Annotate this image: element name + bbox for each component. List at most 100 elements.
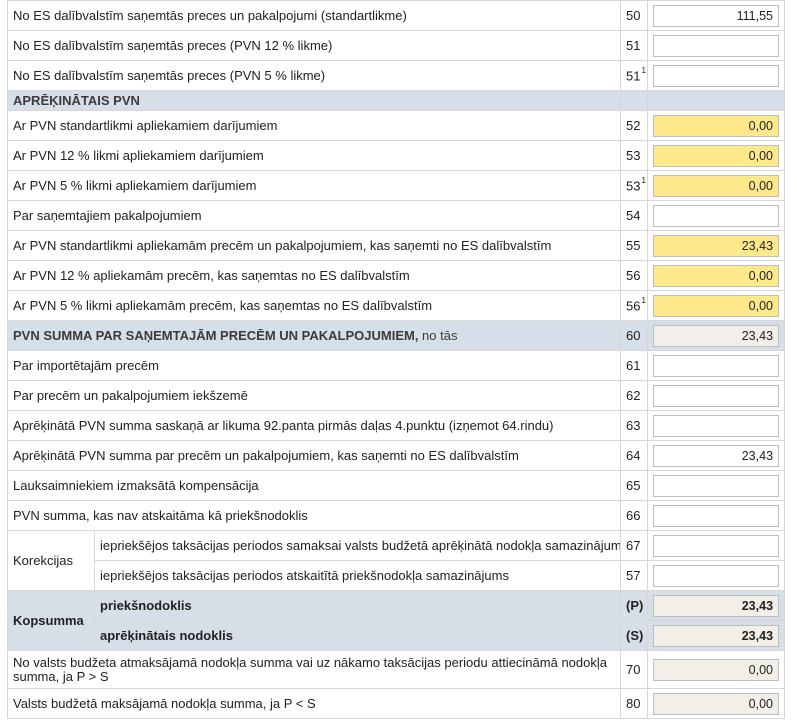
row-label: No valsts budžeta atmaksājamā nodokļa su…	[6, 650, 622, 689]
value-field-80: 0,00	[653, 692, 780, 715]
row-label: Lauksaimniekiem izmaksātā kompensācija	[6, 470, 622, 501]
table-row: Par saņemtajiem pakalpojumiem 54	[6, 200, 786, 231]
section-title-rest: no tās	[418, 328, 458, 343]
value-field-s: 23,43	[653, 624, 780, 647]
section-header-vat-sum-received: PVN SUMMA PAR SAŅEMTAJĀM PRECĒM UN PAKAL…	[6, 320, 786, 351]
value-field-61[interactable]	[653, 354, 780, 377]
value-field-66[interactable]	[653, 504, 780, 527]
row-code: 56	[620, 260, 649, 291]
korekcijas-label: Korekcijas	[7, 530, 95, 591]
table-row: No ES dalībvalstīm saņemtās preces (PVN …	[6, 60, 786, 91]
table-row: No ES dalībvalstīm saņemtās preces un pa…	[6, 0, 786, 31]
row-label: Aprēķinātā PVN summa saskaņā ar likuma 9…	[6, 410, 622, 441]
section-title-bold: PVN SUMMA PAR SAŅEMTAJĀM PRECĒM UN PAKAL…	[13, 328, 419, 343]
table-row: Ar PVN 12 % apliekamām precēm, kas saņem…	[6, 260, 786, 291]
table-row: Ar PVN 5 % likmi apliekamiem darījumiem …	[6, 170, 786, 201]
row-label: Ar PVN 12 % apliekamām precēm, kas saņem…	[6, 260, 622, 291]
row-code: 51	[620, 30, 649, 61]
row-label: Ar PVN 5 % likmi apliekamiem darījumiem	[6, 170, 622, 201]
row-code: 52	[620, 110, 649, 141]
value-field-67[interactable]	[653, 534, 780, 557]
row-code: 511	[620, 60, 649, 91]
vat-declaration-table: No ES dalībvalstīm saņemtās preces un pa…	[6, 0, 786, 719]
row-label: priekšnodoklis	[93, 590, 622, 621]
table-row: Ar PVN 12 % likmi apliekamiem darījumiem…	[6, 140, 786, 171]
value-field-70: 0,00	[653, 658, 780, 681]
row-code: 54	[620, 200, 649, 231]
row-code: 531	[620, 170, 649, 201]
section-title: APRĒĶINĀTAIS PVN	[6, 90, 622, 111]
row-label: Par saņemtajiem pakalpojumiem	[6, 200, 622, 231]
row-label: PVN summa, kas nav atskaitāma kā priekšn…	[6, 500, 622, 531]
kopsumma-label: Kopsumma	[7, 590, 95, 651]
table-row: PVN summa, kas nav atskaitāma kā priekšn…	[6, 500, 786, 531]
row-code: 62	[620, 380, 649, 411]
value-field-63[interactable]	[653, 414, 780, 437]
value-field-55[interactable]: 23,43	[653, 234, 780, 257]
row-code: 55	[620, 230, 649, 261]
value-field-50[interactable]: 111,55	[653, 4, 780, 27]
value-field-54[interactable]	[653, 204, 780, 227]
row-code: 67	[620, 530, 649, 561]
value-field-51[interactable]	[653, 34, 780, 57]
row-code: (P)	[620, 590, 649, 621]
row-code: 66	[620, 500, 649, 531]
row-label: iepriekšējos taksācijas periodos samaksa…	[93, 530, 622, 561]
value-field-53[interactable]: 0,00	[653, 144, 780, 167]
row-label: aprēķinātais nodoklis	[93, 620, 622, 651]
row-label: Ar PVN 12 % likmi apliekamiem darījumiem	[6, 140, 622, 171]
value-field-51-1[interactable]	[653, 64, 780, 87]
table-row: Ar PVN standartlikmi apliekamām precēm u…	[6, 230, 786, 261]
value-field-57[interactable]	[653, 564, 780, 587]
row-code: 561	[620, 290, 649, 321]
row-label: Ar PVN standartlikmi apliekamām precēm u…	[6, 230, 622, 261]
row-label: No ES dalībvalstīm saņemtās preces un pa…	[6, 0, 622, 31]
row-label: Valsts budžetā maksājamā nodokļa summa, …	[6, 688, 622, 719]
table-row: Ar PVN 5 % likmi apliekamām precēm, kas …	[6, 290, 786, 321]
row-code: 80	[620, 688, 649, 719]
row-code: 63	[620, 410, 649, 441]
value-field-56-1[interactable]: 0,00	[653, 294, 780, 317]
value-field-62[interactable]	[653, 384, 780, 407]
table-row: Aprēķinātā PVN summa par precēm un pakal…	[6, 440, 786, 471]
row-label: Par precēm un pakalpojumiem iekšzemē	[6, 380, 622, 411]
section-header-calculated-vat: APRĒĶINĀTAIS PVN	[6, 90, 786, 111]
row-label: Ar PVN 5 % likmi apliekamām precēm, kas …	[6, 290, 622, 321]
table-row: No ES dalībvalstīm saņemtās preces (PVN …	[6, 30, 786, 61]
table-row: Aprēķinātā PVN summa saskaņā ar likuma 9…	[6, 410, 786, 441]
row-label: No ES dalībvalstīm saņemtās preces (PVN …	[6, 60, 622, 91]
row-code-superscript: 1	[641, 175, 646, 185]
value-field-64[interactable]: 23,43	[653, 444, 780, 467]
row-code: 53	[620, 140, 649, 171]
row-code: (S)	[620, 620, 649, 651]
table-row: iepriekšējos taksācijas periodos atskait…	[8, 560, 786, 591]
row-code: 65	[620, 470, 649, 501]
value-field-56[interactable]: 0,00	[653, 264, 780, 287]
section-title: PVN SUMMA PAR SAŅEMTAJĀM PRECĒM UN PAKAL…	[6, 320, 622, 351]
value-field-65[interactable]	[653, 474, 780, 497]
row-code: 64	[620, 440, 649, 471]
row-code: 57	[620, 560, 649, 591]
value-field-52[interactable]: 0,00	[653, 114, 780, 137]
row-code: 70	[620, 650, 649, 689]
table-row: Lauksaimniekiem izmaksātā kompensācija 6…	[6, 470, 786, 501]
row-label: Ar PVN standartlikmi apliekamiem darījum…	[6, 110, 622, 141]
row-code-superscript: 1	[641, 65, 646, 75]
table-row: Par precēm un pakalpojumiem iekšzemē 62	[6, 380, 786, 411]
row-code: 61	[620, 350, 649, 381]
row-code: 60	[620, 320, 649, 351]
table-row: Valsts budžetā maksājamā nodokļa summa, …	[6, 688, 786, 719]
table-row: aprēķinātais nodoklis (S) 23,43	[8, 620, 786, 651]
row-label: Aprēķinātā PVN summa par precēm un pakal…	[6, 440, 622, 471]
table-row: Korekcijas iepriekšējos taksācijas perio…	[7, 530, 786, 591]
row-label: iepriekšējos taksācijas periodos atskait…	[93, 560, 622, 591]
value-field-60: 23,43	[653, 324, 780, 347]
row-code: 50	[620, 0, 649, 31]
value-field-53-1[interactable]: 0,00	[653, 174, 780, 197]
table-row: No valsts budžeta atmaksājamā nodokļa su…	[6, 650, 786, 689]
table-row: Kopsumma priekšnodoklis (P) 23,43	[7, 590, 786, 651]
value-field-p: 23,43	[653, 594, 780, 617]
table-row: Par importētajām precēm 61	[6, 350, 786, 381]
row-label: Par importētajām precēm	[6, 350, 622, 381]
row-label: No ES dalībvalstīm saņemtās preces (PVN …	[6, 30, 622, 61]
